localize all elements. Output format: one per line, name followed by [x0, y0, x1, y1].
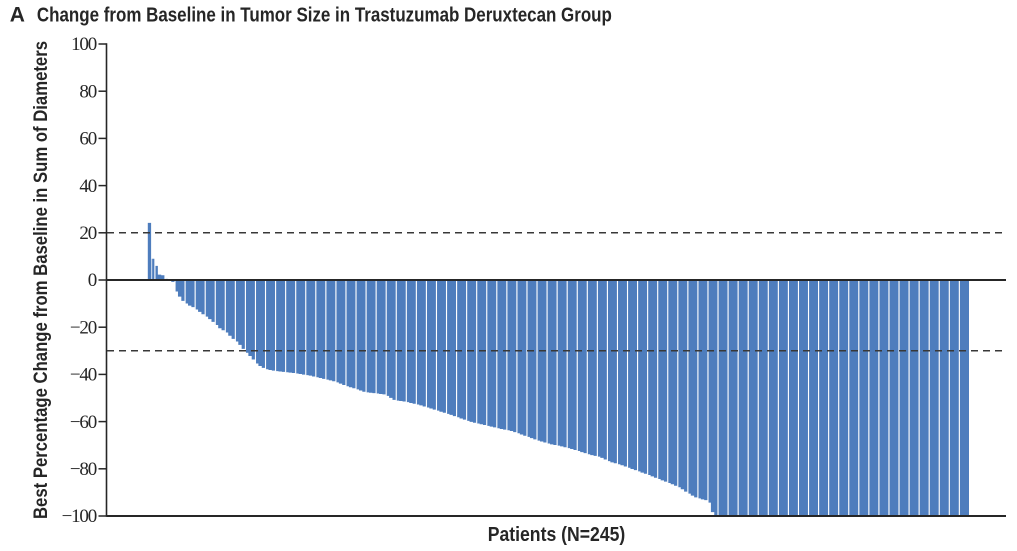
svg-text:Best Percentage Change from Ba: Best Percentage Change from Baseline in … — [31, 41, 52, 519]
svg-text:80: 80 — [79, 81, 96, 102]
svg-text:−60: −60 — [70, 412, 97, 433]
svg-text:20: 20 — [79, 223, 96, 244]
svg-text:−100: −100 — [62, 506, 97, 527]
svg-text:Change from Baseline in Tumor: Change from Baseline in Tumor Size in Tr… — [37, 5, 612, 27]
svg-text:A: A — [10, 4, 25, 27]
svg-text:40: 40 — [79, 176, 96, 197]
svg-text:−80: −80 — [70, 459, 97, 480]
svg-text:−40: −40 — [70, 365, 97, 386]
svg-text:−20: −20 — [70, 317, 97, 338]
svg-text:100: 100 — [71, 34, 97, 55]
svg-text:60: 60 — [79, 129, 96, 150]
svg-text:Patients (N=245): Patients (N=245) — [488, 524, 626, 546]
svg-text:0: 0 — [88, 270, 97, 291]
